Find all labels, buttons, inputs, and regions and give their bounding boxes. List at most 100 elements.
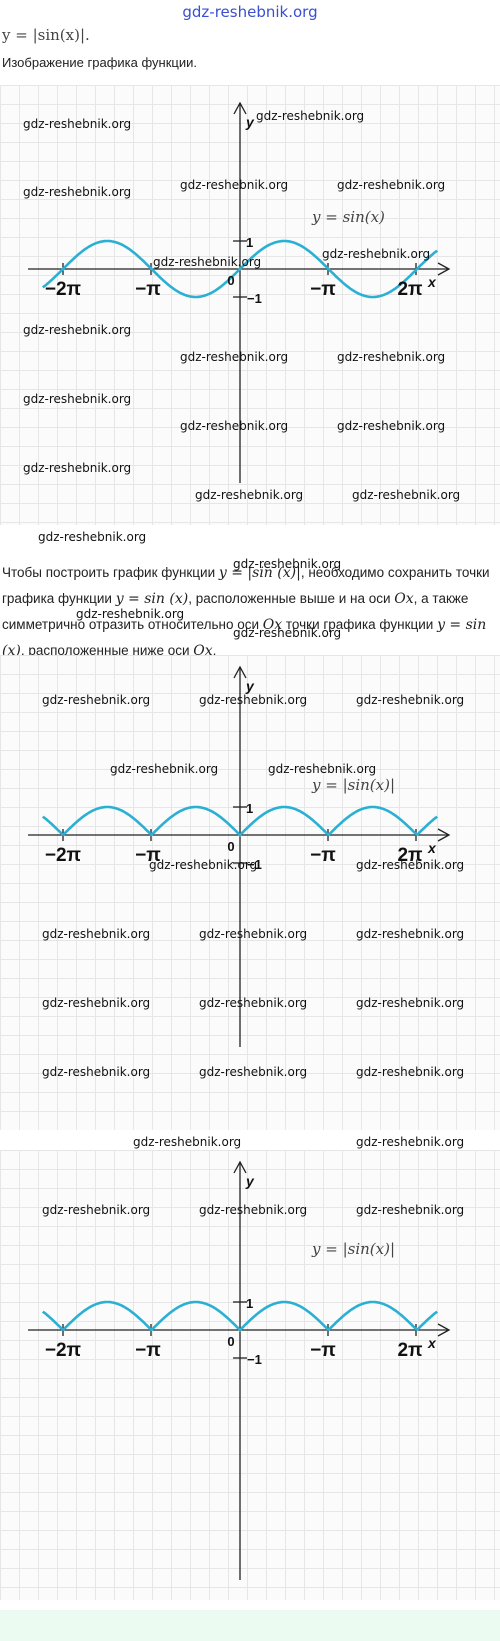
function-label: y = |sin(x)| — [311, 1240, 395, 1258]
watermark: gdz-reshebnik.org — [356, 996, 465, 1010]
x-tick-label-minus-pi: −π — [135, 845, 161, 866]
site-header: gdz-reshebnik.org — [0, 0, 500, 26]
x-tick-label-pi: −π — [310, 279, 336, 300]
watermark: gdz-reshebnik.org — [322, 247, 431, 261]
origin-label: 0 — [227, 273, 234, 288]
watermark: gdz-reshebnik.org — [149, 858, 258, 872]
y-tick-label-1: 1 — [246, 235, 253, 250]
function-label: y = |sin(x)| — [311, 776, 395, 794]
watermark: gdz-reshebnik.org — [180, 350, 289, 364]
paragraph-text: , а также симметрично отразить относител… — [2, 591, 469, 632]
paragraph-text: , необходимо сохранить точки графика фун… — [2, 565, 490, 606]
origin-label: 0 — [227, 839, 234, 854]
graph-sin: −2π −π 0 −π 2π 1 −1 y x y = sin(x) gdz-r… — [0, 85, 500, 525]
watermark: gdz-reshebnik.org — [42, 693, 151, 707]
watermark: gdz-reshebnik.org — [23, 323, 132, 337]
watermark: gdz-reshebnik.org — [356, 1065, 465, 1079]
x-axis-label: x — [427, 274, 437, 290]
watermark: gdz-reshebnik.org — [256, 109, 365, 123]
curve-sin — [41, 239, 439, 299]
curve-abs-sin — [41, 805, 439, 837]
watermark: gdz-reshebnik.org — [337, 419, 446, 433]
watermark: gdz-reshebnik.org — [23, 185, 132, 199]
y-tick-label-minus1: −1 — [247, 1352, 262, 1367]
watermark: gdz-reshebnik.org — [268, 762, 377, 776]
y-tick-label-minus1: −1 — [247, 291, 262, 306]
watermark: gdz-reshebnik.org — [42, 1203, 151, 1217]
y-axis-arrow — [233, 665, 247, 679]
y-axis-label: y — [245, 1173, 255, 1189]
x-tick-label-minus-pi: −π — [135, 1340, 161, 1361]
graph-abs-sin-svg: −2π −π 0 −π 2π 1 −1 y x y = |sin(x)| — [28, 665, 451, 1047]
x-tick-label-minus-2pi: −2π — [45, 279, 82, 300]
graph-sin-svg: −2π −π 0 −π 2π 1 −1 y x y = sin(x) — [28, 101, 451, 483]
y-axis-arrow — [233, 1160, 247, 1174]
origin-label: 0 — [227, 1334, 234, 1349]
watermark: gdz-reshebnik.org — [233, 557, 342, 571]
watermark: gdz-reshebnik.org — [23, 461, 132, 475]
paragraph-text: Чтобы построить график функции — [2, 565, 219, 580]
function-label: y = sin(x) — [311, 208, 385, 226]
watermark: gdz-reshebnik.org — [356, 927, 465, 941]
paragraph-formula: Ox — [394, 591, 414, 607]
watermark: gdz-reshebnik.org — [356, 1203, 465, 1217]
watermark: gdz-reshebnik.org — [42, 996, 151, 1010]
y-tick-label-1: 1 — [246, 1296, 253, 1311]
watermark: gdz-reshebnik.org — [199, 1203, 308, 1217]
watermark: gdz-reshebnik.org — [356, 1135, 465, 1149]
x-tick-label-pi: −π — [310, 845, 336, 866]
watermark: gdz-reshebnik.org — [337, 350, 446, 364]
watermark: gdz-reshebnik.org — [133, 1135, 242, 1149]
x-axis-label: x — [427, 840, 437, 856]
y-tick-label-1: 1 — [246, 801, 253, 816]
x-axis-arrow — [437, 262, 451, 276]
watermark: gdz-reshebnik.org — [199, 927, 308, 941]
watermark: gdz-reshebnik.org — [356, 858, 465, 872]
x-axis-arrow — [437, 828, 451, 842]
paragraph-formula: Ox — [262, 617, 283, 633]
y-axis-label: y — [245, 114, 255, 130]
x-tick-label-minus-2pi: −2π — [45, 845, 82, 866]
watermark: gdz-reshebnik.org — [110, 762, 219, 776]
watermark: gdz-reshebnik.org — [199, 1065, 308, 1079]
watermark: gdz-reshebnik.org — [153, 255, 262, 269]
watermark: gdz-reshebnik.org — [337, 178, 446, 192]
x-tick-label-pi: −π — [310, 1340, 336, 1361]
function-formula: y = |sin(x)|. — [2, 26, 90, 44]
paragraph-formula: y = |sin (x)| — [218, 565, 301, 581]
graph-abs-sin: −2π −π 0 −π 2π 1 −1 y x y = |sin(x)| gdz… — [0, 655, 500, 1130]
watermark: gdz-reshebnik.org — [42, 927, 151, 941]
x-tick-label-minus-2pi: −2π — [45, 1340, 82, 1361]
x-tick-label-2pi: 2π — [397, 279, 423, 300]
x-tick-label-2pi: 2π — [397, 845, 423, 866]
watermark: gdz-reshebnik.org — [23, 392, 132, 406]
watermark: gdz-reshebnik.org — [195, 488, 304, 502]
x-tick-label-minus-pi: −π — [135, 279, 161, 300]
watermark: gdz-reshebnik.org — [76, 607, 185, 621]
x-axis-label: x — [427, 1335, 437, 1351]
x-tick-label-2pi: 2π — [397, 1340, 423, 1361]
x-axis-arrow — [437, 1323, 451, 1337]
graph-caption: Изображение графика функции. — [2, 55, 197, 70]
paragraph-text: . — [212, 643, 217, 658]
watermark: gdz-reshebnik.org — [233, 626, 342, 640]
watermark: gdz-reshebnik.org — [180, 178, 289, 192]
graph-abs-sin-final-svg: −2π −π 0 −π 2π 1 −1 y x y = |sin(x)| — [28, 1160, 451, 1580]
watermark: gdz-reshebnik.org — [38, 530, 147, 544]
y-axis-label: y — [245, 678, 255, 694]
curve-abs-sin — [41, 1300, 439, 1332]
explanation-paragraph: Чтобы построить график функции y = |sin … — [2, 560, 492, 664]
paragraph-text: , расположенные выше и на оси — [188, 591, 395, 606]
footer-strip — [0, 1610, 500, 1641]
watermark: gdz-reshebnik.org — [199, 996, 308, 1010]
y-axis-arrow — [233, 101, 247, 115]
paragraph-text: , расположенные ниже оси — [20, 643, 194, 658]
watermark: gdz-reshebnik.org — [42, 1065, 151, 1079]
watermark: gdz-reshebnik.org — [23, 117, 132, 131]
graph-abs-sin-final: −2π −π 0 −π 2π 1 −1 y x y = |sin(x)| gdz… — [0, 1135, 500, 1600]
watermark: gdz-reshebnik.org — [180, 419, 289, 433]
site-link[interactable]: gdz-reshebnik.org — [182, 3, 318, 21]
watermark: gdz-reshebnik.org — [352, 488, 461, 502]
paragraph-text: точки графика функции — [282, 617, 438, 632]
paragraph-formula: y = sin (x) — [115, 591, 189, 607]
